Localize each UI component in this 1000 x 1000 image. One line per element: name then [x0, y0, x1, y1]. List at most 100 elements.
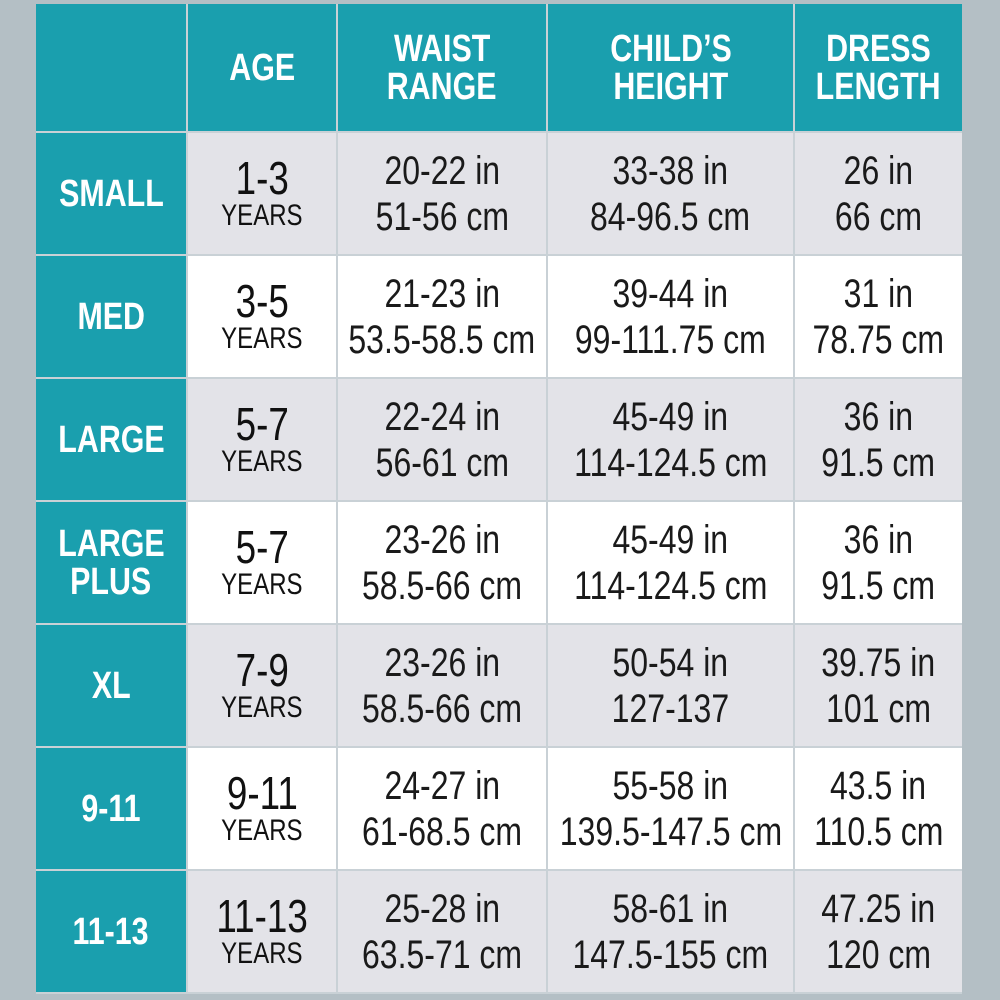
dress-cell: 47.25 in 120 cm: [795, 871, 962, 992]
age-cell: 7-9 YEARS: [188, 625, 336, 746]
waist-cell: 23-26 in 58.5-66 cm: [338, 502, 546, 623]
height-value: 55-58 in: [612, 763, 729, 808]
dress-value: 66 cm: [834, 194, 923, 239]
waist-cell: 20-22 in 51-56 cm: [338, 133, 546, 254]
age-range: 7-9: [235, 643, 289, 696]
dress-value: 120 cm: [826, 932, 931, 977]
column-header: CHILD’S HEIGHT: [548, 4, 793, 131]
waist-value: 23-26 in: [384, 517, 500, 562]
column-header: WAIST RANGE: [338, 4, 546, 131]
waist-cell: 25-28 in 63.5-71 cm: [338, 871, 546, 992]
age-unit: YEARS: [221, 567, 303, 601]
dress-value: 101 cm: [826, 686, 931, 731]
age-unit: YEARS: [221, 444, 303, 478]
dress-value: 36 in: [843, 394, 914, 439]
size-cell: 9-11: [36, 748, 186, 869]
size-label: LARGE: [57, 522, 165, 565]
waist-value: 24-27 in: [384, 763, 500, 808]
waist-value: 63.5-71 cm: [361, 932, 523, 977]
waist-cell: 21-23 in 53.5-58.5 cm: [338, 256, 546, 377]
header-text: AGE: [229, 46, 295, 89]
age-range: 9-11: [226, 766, 298, 819]
height-value: 127-137: [611, 686, 730, 731]
size-cell: LARGE PLUS: [36, 502, 186, 623]
height-value: 147.5-155 cm: [572, 932, 769, 977]
dress-value: 110.5 cm: [813, 809, 944, 854]
column-header: DRESS LENGTH: [795, 4, 962, 131]
height-cell: 55-58 in 139.5-147.5 cm: [548, 748, 793, 869]
waist-value: 20-22 in: [384, 148, 500, 193]
age-cell: 9-11 YEARS: [188, 748, 336, 869]
waist-value: 56-61 cm: [375, 440, 509, 485]
dress-cell: 36 in 91.5 cm: [795, 502, 962, 623]
header-text: DRESS: [826, 27, 931, 70]
dress-value: 78.75 cm: [812, 317, 945, 362]
size-label: SMALL: [58, 172, 164, 215]
height-value: 139.5-147.5 cm: [559, 809, 782, 854]
age-range: 3-5: [235, 274, 289, 327]
height-cell: 45-49 in 114-124.5 cm: [548, 379, 793, 500]
height-cell: 45-49 in 114-124.5 cm: [548, 502, 793, 623]
age-range: 5-7: [235, 520, 289, 573]
header-text: WAIST: [393, 27, 491, 70]
size-cell: MED: [36, 256, 186, 377]
age-cell: 11-13 YEARS: [188, 871, 336, 992]
height-value: 84-96.5 cm: [590, 194, 751, 239]
header-text: LENGTH: [816, 65, 941, 108]
header-text: RANGE: [387, 65, 497, 108]
height-cell: 58-61 in 147.5-155 cm: [548, 871, 793, 992]
corner-cell: [36, 4, 186, 131]
height-value: 114-124.5 cm: [573, 563, 768, 608]
size-cell: SMALL: [36, 133, 186, 254]
header-text: HEIGHT: [613, 65, 728, 108]
height-cell: 33-38 in 84-96.5 cm: [548, 133, 793, 254]
age-cell: 1-3 YEARS: [188, 133, 336, 254]
column-header: AGE: [188, 4, 336, 131]
dress-value: 39.75 in: [821, 640, 936, 685]
dress-value: 31 in: [843, 271, 914, 316]
dress-cell: 36 in 91.5 cm: [795, 379, 962, 500]
waist-value: 22-24 in: [384, 394, 500, 439]
size-label: 9-11: [81, 787, 141, 830]
height-value: 50-54 in: [612, 640, 729, 685]
size-label: PLUS: [70, 560, 152, 603]
dress-value: 47.25 in: [821, 886, 936, 931]
height-value: 114-124.5 cm: [573, 440, 768, 485]
age-range: 1-3: [235, 151, 289, 204]
waist-value: 61-68.5 cm: [361, 809, 523, 854]
height-value: 39-44 in: [612, 271, 729, 316]
waist-value: 21-23 in: [384, 271, 500, 316]
waist-value: 58.5-66 cm: [361, 686, 523, 731]
dress-cell: 31 in 78.75 cm: [795, 256, 962, 377]
size-cell: XL: [36, 625, 186, 746]
waist-cell: 23-26 in 58.5-66 cm: [338, 625, 546, 746]
size-label: MED: [77, 295, 145, 338]
height-value: 45-49 in: [612, 517, 729, 562]
size-cell: LARGE: [36, 379, 186, 500]
size-chart: AGE WAIST RANGE CHILD’S HEIGHT DRESS LENGTH SMA…: [36, 4, 962, 994]
height-cell: 50-54 in 127-137: [548, 625, 793, 746]
header-text: CHILD’S: [609, 27, 732, 70]
waist-cell: 24-27 in 61-68.5 cm: [338, 748, 546, 869]
dress-value: 36 in: [843, 517, 914, 562]
age-cell: 5-7 YEARS: [188, 379, 336, 500]
dress-cell: 39.75 in 101 cm: [795, 625, 962, 746]
age-cell: 3-5 YEARS: [188, 256, 336, 377]
age-range: 11-13: [216, 889, 308, 942]
height-value: 58-61 in: [612, 886, 729, 931]
size-cell: 11-13: [36, 871, 186, 992]
waist-value: 53.5-58.5 cm: [348, 317, 536, 362]
waist-value: 51-56 cm: [375, 194, 509, 239]
age-unit: YEARS: [221, 321, 303, 355]
dress-value: 91.5 cm: [821, 563, 936, 608]
waist-value: 58.5-66 cm: [361, 563, 523, 608]
height-value: 33-38 in: [612, 148, 729, 193]
age-unit: YEARS: [221, 198, 303, 232]
dress-value: 91.5 cm: [821, 440, 936, 485]
height-value: 99-111.75 cm: [575, 317, 766, 362]
age-unit: YEARS: [221, 813, 303, 847]
waist-cell: 22-24 in 56-61 cm: [338, 379, 546, 500]
dress-cell: 26 in 66 cm: [795, 133, 962, 254]
size-label: 11-13: [72, 910, 150, 953]
